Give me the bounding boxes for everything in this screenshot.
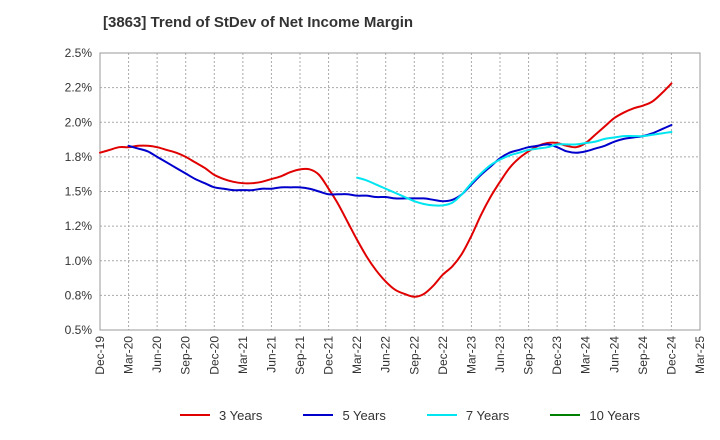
series-line-7-years (356, 130, 673, 207)
x-tick-label: Sep-22 (407, 336, 421, 375)
y-tick-label: 1.8% (65, 150, 93, 164)
x-tick-label: Sep-21 (293, 336, 307, 375)
grid (99, 52, 701, 331)
legend-item-7-years: 7 Years (426, 407, 510, 423)
x-tick-label: Mar-22 (350, 336, 364, 374)
x-tick-label: Jun-24 (607, 336, 621, 373)
series-layer (99, 82, 673, 298)
x-tick-label: Mar-25 (693, 336, 707, 374)
x-tick-label: Dec-22 (436, 336, 450, 375)
x-tick-label: Dec-21 (322, 336, 336, 375)
x-tick-label: Sep-20 (179, 336, 193, 375)
x-tick-label: Dec-20 (207, 336, 221, 375)
y-tick-label: 1.5% (65, 185, 93, 199)
x-tick-label: Sep-24 (636, 336, 650, 375)
legend: 3 Years 5 Years 7 Years 10 Years (180, 405, 640, 425)
x-tick-label: Mar-21 (236, 336, 250, 374)
legend-label-5-years: 5 Years (342, 407, 386, 423)
x-tick-label: Dec-23 (550, 336, 564, 375)
legend-item-3-years: 3 Years (180, 408, 262, 423)
legend-label-10-years: 10 Years (589, 407, 640, 423)
legend-swatch-7-years (426, 414, 457, 416)
y-tick-label: 2.5% (65, 46, 93, 60)
x-tick-label: Jun-22 (379, 336, 393, 373)
x-tick-label: Jun-21 (264, 336, 278, 373)
x-tick-label: Mar-23 (464, 336, 478, 374)
y-tick-label: 0.8% (65, 288, 93, 302)
series-line-5-years (127, 124, 673, 203)
legend-item-5-years: 5 Years (303, 407, 386, 423)
y-tick-label: 0.5% (65, 323, 93, 337)
y-tick-label: 1.0% (65, 254, 93, 268)
x-tick-label: Mar-20 (122, 336, 136, 374)
x-axis: Dec-19 Mar-20 Jun-20 Sep-20 Dec-20 Mar-21 Jun-… (93, 336, 707, 375)
x-tick-label: Jun-23 (493, 336, 507, 373)
x-tick-label: Dec-19 (93, 336, 107, 375)
chart-title: [3863] Trend of StDev of Net Income Marg… (103, 14, 414, 31)
legend-label-7-years: 7 Years (465, 407, 510, 423)
y-tick-label: 2.2% (65, 81, 93, 95)
y-tick-label: 1.2% (65, 219, 93, 233)
plot-frame (99, 52, 701, 331)
legend-swatch-3-years (180, 414, 210, 416)
x-tick-label: Sep-23 (522, 336, 536, 375)
series-line-3-years (99, 82, 673, 298)
y-axis: 0.5% 0.8% 1.0% 1.2% 1.5% 1.8% 2.0% 2.2% 2.5% (65, 46, 93, 337)
x-tick-label: Dec-24 (664, 336, 678, 375)
legend-item-10-years: 10 Years (550, 408, 640, 423)
legend-swatch-10-years (550, 414, 581, 416)
x-tick-label: Mar-24 (579, 336, 593, 374)
x-tick-label: Jun-20 (150, 336, 164, 373)
y-tick-label: 2.0% (65, 115, 93, 129)
legend-label-3-years: 3 Years (219, 407, 263, 423)
legend-swatch-5-years (303, 414, 334, 416)
